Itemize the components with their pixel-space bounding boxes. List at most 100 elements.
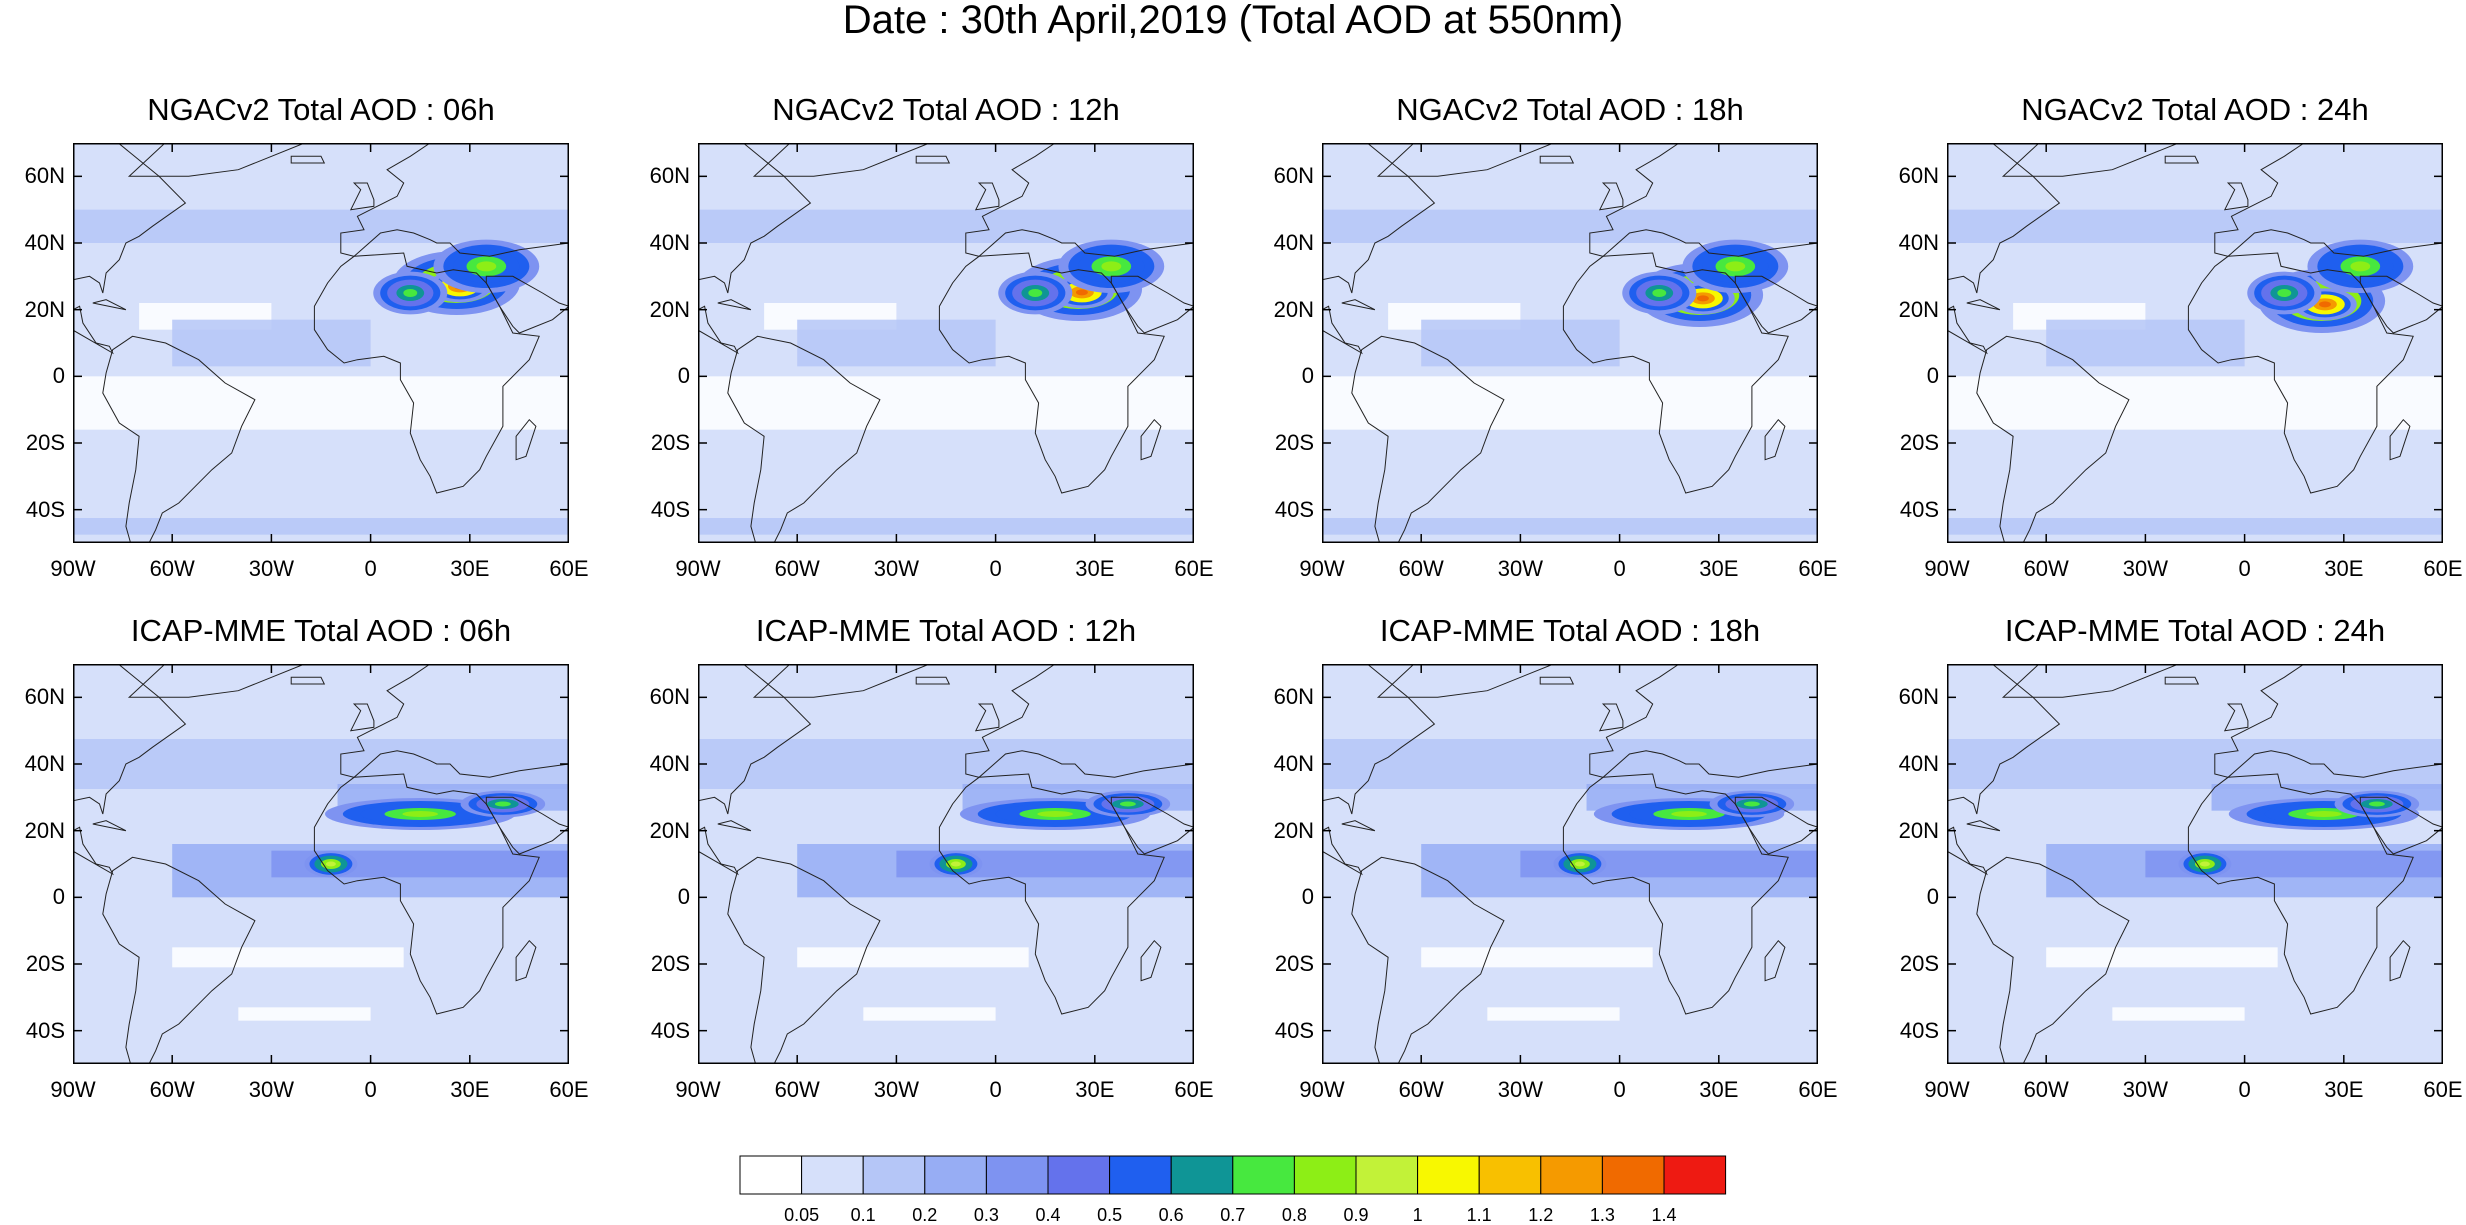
aod-hotspot	[402, 811, 439, 817]
lon-tick-label: 60E	[2423, 1077, 2463, 1102]
aod-map	[1947, 143, 2443, 543]
map-border	[1322, 664, 1818, 1064]
colorbar-swatch	[1663, 1155, 1727, 1195]
aod-band	[2046, 947, 2278, 968]
aod-hotspot	[2277, 289, 2292, 297]
lat-tick-label: 40S	[1899, 496, 1939, 522]
lat-tick-label: 20N	[24, 817, 65, 843]
coastline	[1598, 182, 1624, 211]
coastline	[965, 143, 1194, 257]
colorbar-label: 0.6	[1158, 1205, 1184, 1225]
coastline	[1341, 820, 1376, 832]
coastline	[1110, 796, 1194, 855]
coastline	[349, 182, 375, 211]
aod-band	[797, 319, 996, 367]
lat-tick-label: 0	[52, 884, 65, 910]
lon-tick-label: 60E	[1798, 556, 1838, 581]
lon-tick-label: 60W	[2023, 556, 2069, 581]
colorbar: 0.05 0.1 0.2 0.3 0.4 0.5 0.6 0.7 0.8 0.9 1 1.1 1.2 1.…	[739, 1155, 1729, 1225]
lon-tick-label: 60W	[774, 1077, 820, 1102]
colorbar-swatch	[1540, 1155, 1603, 1195]
coastline	[974, 182, 1000, 211]
coastline	[102, 335, 256, 543]
lon-tick-label: 30W	[248, 556, 295, 581]
lat-tick-label: 20S	[25, 430, 65, 455]
lon-tick-label: 60E	[1174, 1077, 1214, 1102]
coastline	[102, 856, 256, 1064]
colorbar-swatch	[1355, 1155, 1419, 1195]
coastline	[485, 275, 569, 334]
colorbar-swatch	[1293, 1155, 1357, 1195]
figure-title: Date : 30th April,2019 (Total AOD at 550…	[842, 0, 1624, 42]
coastline	[1589, 664, 1818, 778]
panel-title: ICAP-MME Total AOD : 12h	[755, 613, 1137, 648]
coastline	[1947, 664, 2061, 876]
colorbar-swatch	[1478, 1155, 1542, 1195]
lat-tick-label: 60N	[1273, 684, 1314, 710]
aod-band	[238, 1007, 371, 1021]
coastline	[1539, 676, 1575, 685]
aod-map	[73, 664, 569, 1064]
aod-hotspot	[403, 289, 418, 297]
panel-title: NGACv2 Total AOD : 24h	[2021, 92, 2369, 127]
lon-tick-label: 0	[1613, 1077, 1626, 1102]
aod-hotspot	[1652, 289, 1667, 297]
coastline	[1562, 773, 1789, 1015]
lon-tick-label: 0	[1613, 556, 1626, 581]
lat-tick-label: 0	[1301, 884, 1314, 910]
map-border	[698, 664, 1194, 1064]
lon-tick-label: 60E	[1798, 1077, 1838, 1102]
lat-tick-label: 40N	[1273, 230, 1314, 255]
coastline	[2187, 773, 2414, 1015]
lat-tick-label: 20S	[1899, 430, 1939, 455]
map-border	[73, 143, 569, 543]
coastline	[1734, 275, 1818, 334]
coastline	[1140, 418, 1162, 461]
lon-tick-label: 90W	[1924, 556, 1970, 581]
coastline	[2164, 155, 2200, 164]
colorbar-swatch	[1417, 1155, 1480, 1195]
coastline	[717, 820, 752, 832]
aod-band	[1322, 518, 1818, 535]
aod-hotspot	[2350, 261, 2371, 272]
aod-band	[1947, 739, 2443, 789]
coastline	[1966, 820, 2001, 832]
coastline	[340, 664, 569, 778]
colorbar-label: 0.05	[784, 1205, 820, 1225]
lon-tick-label: 30W	[248, 1077, 295, 1102]
coastline	[717, 299, 752, 311]
aod-hotspot	[1119, 801, 1136, 807]
lon-tick-label: 0	[364, 1077, 377, 1102]
map-border	[73, 664, 569, 1064]
coastline	[727, 856, 881, 1064]
lon-tick-label: 60W	[1398, 556, 1444, 581]
aod-hotspot	[2368, 801, 2385, 807]
colorbar-swatch	[924, 1155, 987, 1195]
lon-tick-label: 90W	[1924, 1077, 1970, 1102]
coastline	[1140, 939, 1162, 982]
lon-tick-label: 90W	[1299, 556, 1345, 581]
lat-tick-label: 0	[677, 884, 690, 910]
coastline	[2001, 143, 2179, 177]
panel-title: ICAP-MME Total AOD : 06h	[130, 613, 512, 648]
aod-band	[698, 376, 1194, 430]
coastline	[1110, 275, 1194, 334]
aod-band	[698, 518, 1194, 535]
coastline	[73, 664, 187, 876]
lon-tick-label: 0	[2238, 1077, 2251, 1102]
lon-tick-label: 60E	[1174, 556, 1214, 581]
lat-tick-label: 20S	[650, 951, 690, 976]
lon-tick-label: 60W	[774, 556, 820, 581]
colorbar-swatch	[1601, 1155, 1665, 1195]
lat-tick-label: 20S	[1274, 430, 1314, 455]
panel-title: ICAP-MME Total AOD : 18h	[1379, 613, 1761, 648]
coastline	[1947, 143, 2061, 355]
coastline	[1322, 143, 1436, 355]
coastline	[1376, 143, 1554, 177]
colorbar-label: 0.3	[973, 1205, 999, 1225]
lat-tick-label: 20N	[1898, 817, 1939, 843]
aod-band	[172, 947, 404, 968]
coastline	[313, 773, 540, 1015]
coastline	[2359, 275, 2443, 334]
lon-tick-label: 30E	[450, 556, 490, 581]
